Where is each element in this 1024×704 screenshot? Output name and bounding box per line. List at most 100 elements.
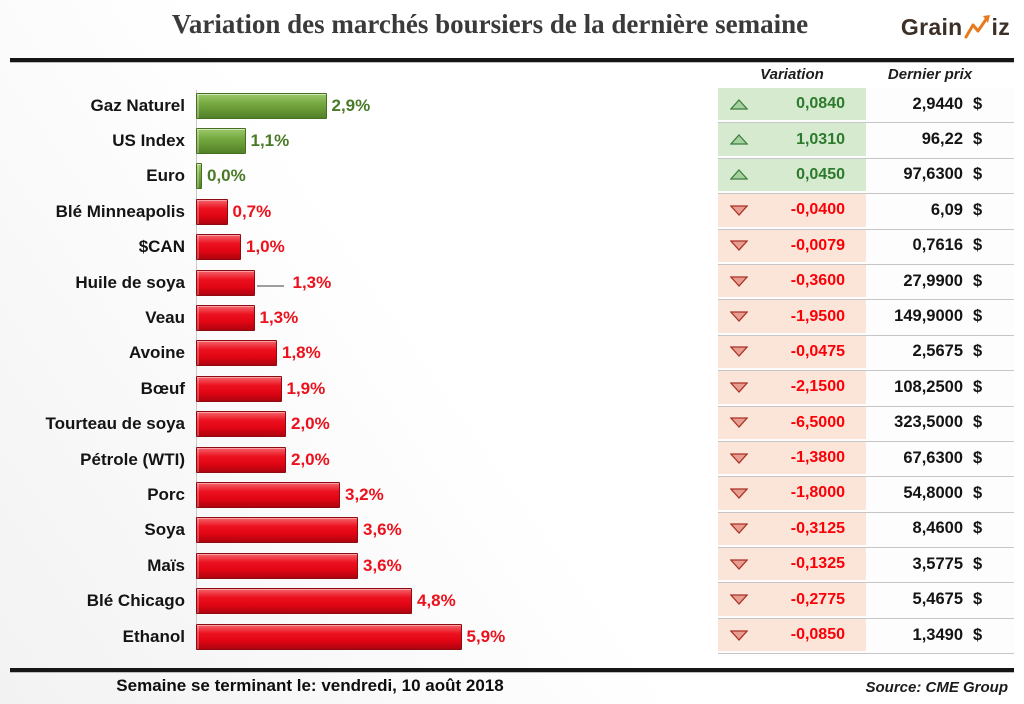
variation-value: -0,0475 xyxy=(790,342,845,360)
currency-symbol: $ xyxy=(973,271,983,290)
last-price-value: 27,9900 xyxy=(903,271,963,290)
bar-zone: 3,6% xyxy=(196,513,718,548)
chart-table-row: Gaz Naturel 2,9% 0,0840 2,9440 $ xyxy=(10,88,1014,124)
currency-symbol: $ xyxy=(973,483,983,502)
variation-value: -0,1325 xyxy=(790,555,845,573)
currency-symbol: $ xyxy=(973,94,983,113)
last-price-value: 96,22 xyxy=(921,130,963,149)
variation-value: -0,0079 xyxy=(790,236,845,254)
currency-symbol: $ xyxy=(973,377,983,396)
chart-table-row: $CAN 1,0% -0,0079 0,7616 $ xyxy=(10,229,1014,265)
value-bar xyxy=(196,481,340,508)
grainwiz-logo: Grain iz xyxy=(901,14,1010,39)
price-cell: 96,22 $ xyxy=(866,123,1014,159)
category-label: Soya xyxy=(144,520,185,540)
last-price-value: 2,9440 xyxy=(912,94,963,113)
price-band: 67,6300 $ xyxy=(866,442,1014,474)
variation-band: -0,0400 xyxy=(718,194,866,227)
category-label: Ethanol xyxy=(122,626,185,646)
category-label: Gaz Naturel xyxy=(90,95,185,115)
week-ending-label: Semaine se terminant le: vendredi, 10 ao… xyxy=(116,676,504,695)
variation-cell: -0,0475 xyxy=(718,335,866,372)
chart-table-row: Porc 3,2% -1,8000 54,8000 $ xyxy=(10,477,1014,513)
variation-cell: -1,9500 xyxy=(718,300,866,336)
bar-value-label: 5,9% xyxy=(466,626,506,646)
triangle-down-icon xyxy=(730,629,748,641)
last-price-value: 67,6300 xyxy=(903,448,963,467)
bar-zone: 1,1% xyxy=(196,123,718,158)
bar-zone: 1,0% xyxy=(196,230,718,265)
value-bar xyxy=(196,588,412,615)
triangle-down-icon xyxy=(730,205,748,216)
variation-cell: -1,3800 xyxy=(718,441,866,478)
bottom-divider xyxy=(10,668,1014,672)
price-band: 1,3490 $ xyxy=(866,619,1014,651)
bar-value-label: 1,8% xyxy=(282,343,321,363)
last-price-value: 6,09 xyxy=(930,200,963,219)
bar-zone: 1,9% xyxy=(196,371,718,406)
bar-value-label: 0,0% xyxy=(207,166,246,186)
price-band: 108,2500 $ xyxy=(866,371,1014,403)
variation-band: -1,8000 xyxy=(718,477,866,510)
value-bar xyxy=(196,128,246,155)
chart-table-row: Tourteau de soya 2,0% -6,5000 323,5000 $ xyxy=(10,406,1014,442)
variation-value: -1,3800 xyxy=(790,449,845,467)
price-cell: 6,09 $ xyxy=(866,194,1014,230)
currency-symbol: $ xyxy=(973,413,983,432)
value-bar xyxy=(196,305,255,332)
category-label: $CAN xyxy=(138,237,185,257)
currency-symbol: $ xyxy=(973,625,983,644)
chart-table-row: Blé Minneapolis 0,7% -0,0400 6,09 $ xyxy=(10,194,1014,230)
chart-table-row: Avoine 1,8% -0,0475 2,5675 $ xyxy=(10,335,1014,372)
page-title: Variation des marchés boursiers de la de… xyxy=(171,9,809,39)
category-label: Blé Chicago xyxy=(86,591,185,611)
top-divider xyxy=(10,58,1014,62)
triangle-down-icon xyxy=(730,311,748,322)
triangle-down-icon xyxy=(730,417,748,429)
triangle-down-icon xyxy=(730,488,748,499)
value-bar xyxy=(196,411,286,438)
variation-value: -1,9500 xyxy=(790,307,845,325)
value-bar xyxy=(196,623,462,650)
last-price-value: 0,7616 xyxy=(912,236,963,255)
category-label: Blé Minneapolis xyxy=(55,201,185,221)
bar-value-label: 2,9% xyxy=(331,95,371,115)
chart-table-row: Soya 3,6% -0,3125 8,4600 $ xyxy=(10,512,1014,549)
bar-value-label: 1,1% xyxy=(250,131,290,151)
chart-table-row: Bœuf 1,9% -2,1500 108,2500 $ xyxy=(10,371,1014,407)
currency-symbol: $ xyxy=(973,590,983,609)
value-bar xyxy=(196,198,228,225)
price-band: 5,4675 $ xyxy=(866,583,1014,615)
bar-value-label: 4,8% xyxy=(417,591,456,611)
triangle-up-icon xyxy=(730,169,748,181)
variation-cell: -0,3600 xyxy=(718,264,866,301)
price-cell: 1,3490 $ xyxy=(866,618,1014,655)
triangle-up-icon xyxy=(730,98,748,110)
variation-band: -1,3800 xyxy=(718,441,866,475)
variation-band: -0,2775 xyxy=(718,583,866,616)
variation-band: 0,0450 xyxy=(718,158,866,192)
variation-cell: -0,3125 xyxy=(718,512,866,549)
variation-cell: -2,1500 xyxy=(718,371,866,407)
triangle-down-icon xyxy=(730,240,748,252)
bar-value-label: 3,6% xyxy=(363,555,402,575)
last-price-value: 149,9000 xyxy=(894,307,963,326)
category-label: Tourteau de soya xyxy=(45,414,186,434)
triangle-up-icon xyxy=(730,134,748,145)
triangle-down-icon xyxy=(730,594,748,606)
chart-table-row: Veau 1,3% -1,9500 149,9000 $ xyxy=(10,300,1014,336)
bar-value-label: 2,0% xyxy=(291,414,330,434)
last-price-value: 8,4600 xyxy=(912,519,963,538)
triangle-down-icon xyxy=(730,523,748,535)
variation-value: -6,5000 xyxy=(790,413,845,431)
category-label: Avoine xyxy=(128,343,185,363)
variation-cell: -0,0850 xyxy=(718,618,866,655)
category-label: Veau xyxy=(145,308,185,328)
category-label: Pétrole (WTI) xyxy=(80,449,185,469)
variation-cell: -6,5000 xyxy=(718,406,866,442)
bar-value-label: 1,3% xyxy=(292,272,332,292)
column-header-variation: Variation xyxy=(760,66,824,83)
bar-zone: 0,7% xyxy=(196,194,718,229)
price-cell: 8,4600 $ xyxy=(866,512,1014,549)
value-bar xyxy=(196,269,255,296)
